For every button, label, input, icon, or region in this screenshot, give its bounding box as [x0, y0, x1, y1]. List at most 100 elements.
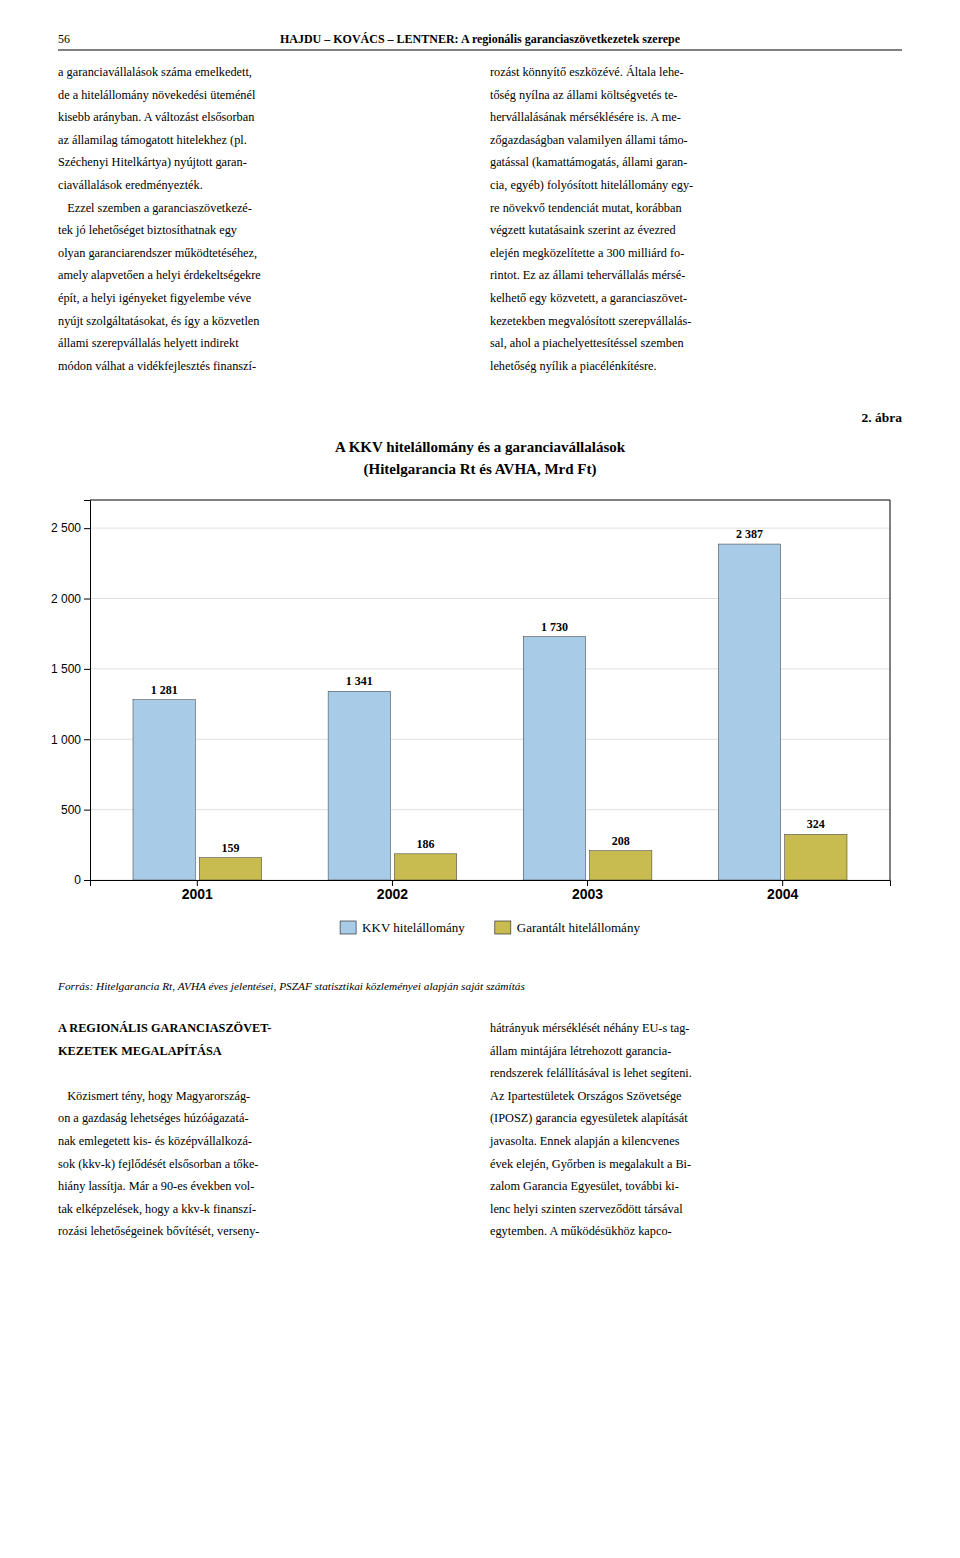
body-text: tek jó lehetőséget biztosíthatnak egy — [58, 223, 238, 237]
legend-label: KKV hitelállomány — [362, 920, 465, 935]
body-text: rintot. Ez az állami tehervállalás mérsé… — [490, 268, 685, 282]
header-rule — [58, 49, 902, 50]
body-text: ciavállalások eredményezték. — [58, 178, 203, 192]
y-tick-label: 2 500 — [51, 521, 81, 535]
body-text: zalom Garancia Egyesület, további ki- — [490, 1179, 679, 1193]
body-text: nak emlegetett kis- és középvállalkozá- — [58, 1134, 252, 1148]
body-text: tőség nyílna az állami költségvetés te- — [490, 88, 677, 102]
body-text: javasolta. Ennek alapján a kilencvenes — [489, 1134, 680, 1148]
bar — [328, 691, 390, 880]
body-text: rendszerek felállításával is lehet segít… — [490, 1066, 692, 1080]
y-tick: 1 500 — [51, 662, 90, 676]
body-text: állam mintájára létrehozott garancia- — [490, 1044, 671, 1058]
body-text: kezetekben megvalósított szerepvállalás- — [490, 314, 691, 328]
body-text: kisebb arányban. A változást elsősorban — [58, 110, 254, 124]
y-axis: 0 500 1 000 1 500 2 000 2 500 — [51, 501, 91, 888]
body-text: (IPOSZ) garancia egyesületek alapítását — [490, 1111, 688, 1125]
bar — [133, 700, 195, 880]
bar — [199, 858, 261, 880]
body-text: sok (kkv-k) fejlődését elsősorban a tőke… — [58, 1157, 258, 1171]
y-tick: 0 — [74, 873, 90, 887]
body-text: rozást könnyítő eszközévé. Általa lehe- — [490, 65, 684, 79]
body-text: Az Ipartestületek Országos Szövetsége — [490, 1089, 682, 1103]
page: 56HAJDU – KOVÁCS – LENTNER: A regionális… — [0, 0, 960, 1558]
y-tick-label: 1 000 — [51, 733, 81, 747]
y-tick-mark — [84, 599, 90, 600]
body-text: nyújt szolgáltatásokat, és így a közvetl… — [58, 314, 259, 328]
body-text: zőgazdaságban valamilyen állami támo- — [490, 133, 688, 147]
body-text: az államilag támogatott hitelekhez (pl. — [58, 133, 247, 147]
y-tick: 2 500 — [51, 521, 90, 535]
body-text: végzett kutatásaink szerint az évezred — [490, 223, 676, 237]
chart-subtitle: (Hitelgarancia Rt és AVHA, Mrd Ft) — [363, 461, 596, 478]
body-text: tak elképzelések, hogy a kkv-k finanszí- — [58, 1202, 256, 1216]
figure-label: 2. ábra — [862, 410, 903, 425]
body-text: de a hitelállomány növekedési üteménél — [58, 88, 256, 102]
x-tick-label: 2002 — [377, 886, 408, 902]
data-label: 1 281 — [151, 683, 178, 697]
body-text: Ezzel szemben a garanciaszövetkezé- — [58, 201, 252, 215]
data-label: 186 — [417, 837, 435, 851]
grid-line — [90, 528, 890, 529]
body-text: amely alapvetően a helyi érdekeltségekre — [58, 268, 261, 282]
data-label: 1 730 — [541, 620, 568, 634]
section-heading: KEZETEK MEGALAPÍTÁSA — [58, 1044, 222, 1058]
body-text: kelhető egy közvetett, a garanciaszövet- — [490, 291, 687, 305]
body-text: lenc helyi szinten szerveződött társával — [490, 1202, 683, 1216]
y-tick-mark — [84, 880, 90, 881]
body-text: on a gazdaság lehetséges húzóágazatá- — [58, 1111, 249, 1125]
x-tick: 2002 — [377, 880, 408, 902]
y-tick: 1 000 — [51, 733, 90, 747]
y-tick-label: 2 000 — [51, 592, 81, 606]
body-text: elején megközelítette a 300 milliárd fo- — [490, 246, 684, 260]
data-label: 324 — [807, 817, 825, 831]
data-label: 2 387 — [736, 527, 763, 541]
legend-swatch — [495, 921, 511, 934]
bar — [394, 854, 456, 880]
body-text: re növekvő tendenciát mutat, korábban — [490, 201, 682, 215]
x-tick-label: 2001 — [182, 886, 213, 902]
y-tick-mark — [84, 739, 90, 740]
body-text: olyan garanciarendszer működtetéséhez, — [58, 246, 257, 260]
body-text: Széchenyi Hitelkártya) nyújtott garan- — [58, 155, 247, 169]
plot-frame — [890, 500, 891, 880]
body-text: cia, egyéb) folyósított hitelállomány eg… — [490, 178, 693, 192]
body-text: állami szerepvállalás helyett indirekt — [58, 336, 239, 350]
x-tick: 2004 — [767, 880, 798, 902]
body-text: egytemben. A működésükhöz kapco- — [490, 1224, 672, 1238]
x-tick-label: 2003 — [572, 886, 603, 902]
y-tick-label: 1 500 — [51, 662, 81, 676]
y-tick-mark — [84, 669, 90, 670]
x-tick: 2001 — [182, 880, 213, 902]
legend-item: Garantált hitelállomány — [495, 920, 641, 935]
y-tick-mark — [84, 528, 90, 529]
data-label: 159 — [221, 841, 239, 855]
bar — [785, 834, 847, 880]
y-tick-mark — [84, 810, 90, 811]
bar — [590, 851, 652, 880]
grid — [90, 528, 890, 880]
body-text: évek elején, Győrben is megalakult a Bi- — [490, 1157, 691, 1171]
legend-swatch — [340, 921, 356, 934]
bar — [718, 544, 780, 880]
body-text: gatással (kamattámogatás, állami garan- — [490, 155, 687, 169]
legend: KKV hitelállomány Garantált hitelállomány — [340, 920, 640, 935]
body-text: a garanciavállalások száma emelkedett, — [58, 65, 252, 79]
y-tick: 2 000 — [51, 592, 90, 606]
x-axis: 2001 2002 2003 2004 — [91, 880, 891, 902]
data-label: 208 — [612, 834, 630, 848]
y-tick-label: 0 — [74, 873, 81, 887]
body-text: épít, a helyi igényeket figyelembe véve — [58, 291, 252, 305]
chart-title: A KKV hitelállomány és a garanciavállalá… — [335, 439, 626, 455]
y-tick: 500 — [61, 803, 90, 817]
plot-frame — [90, 500, 890, 501]
data-label: 1 341 — [346, 674, 373, 688]
y-tick-label: 500 — [61, 803, 81, 817]
bars — [133, 544, 847, 880]
legend-label: Garantált hitelállomány — [517, 920, 641, 935]
x-tick-label: 2004 — [767, 886, 798, 902]
body-text: módon válhat a vidékfejlesztés finanszí- — [58, 359, 256, 373]
legend-item: KKV hitelállomány — [340, 920, 465, 935]
body-text: Közismert tény, hogy Magyarország- — [58, 1089, 250, 1103]
body-text: sal, ahol a piachelyettesítéssel szemben — [490, 336, 684, 350]
